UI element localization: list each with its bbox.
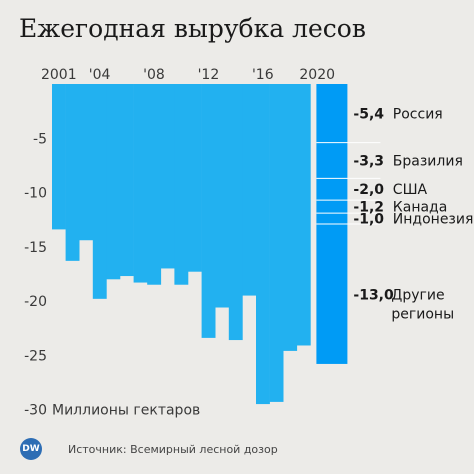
y-tick-label: -15 — [24, 240, 47, 256]
bar-2007 — [133, 84, 148, 283]
bar-2014 — [228, 84, 243, 341]
bar-2011 — [188, 84, 202, 272]
dw-logo: DW — [20, 438, 42, 460]
source-note: Источник: Всемирный лесной дозор — [68, 442, 278, 456]
segment-value-label: -13,0 — [353, 287, 394, 303]
bar-2012 — [201, 84, 216, 338]
bar-2005 — [106, 84, 121, 280]
bar-2009 — [160, 84, 175, 269]
bar-2016 — [256, 84, 270, 405]
segment-value-label: -2,0 — [353, 182, 384, 198]
x-tick-label: '12 — [198, 67, 220, 83]
x-tick-label: '08 — [143, 67, 165, 83]
segment-value-label: -1,0 — [353, 212, 384, 228]
bar-2019 — [296, 84, 311, 346]
bar-2017 — [269, 84, 284, 402]
segment-name-label: Россия — [393, 106, 443, 122]
segment-value-label: -1,2 — [353, 200, 384, 216]
segment-name-label: США — [393, 182, 428, 198]
bar-2013 — [215, 84, 230, 308]
segment-name-label: Другие — [391, 287, 444, 303]
x-tick-label: 2020 — [299, 67, 335, 83]
bar-2015 — [242, 84, 257, 296]
bar-2010 — [174, 84, 189, 285]
y-tick-label: -25 — [24, 348, 47, 364]
y-tick-label: -10 — [24, 186, 47, 202]
bar-2003 — [79, 84, 94, 241]
segment-name-label: Канада — [393, 200, 448, 216]
segment-name-label: Бразилия — [393, 153, 463, 169]
y-axis-label: Миллионы гектаров — [52, 403, 200, 419]
bar-2018 — [283, 84, 298, 351]
segment-value-label: -3,3 — [353, 153, 384, 169]
footer: DW Источник: Всемирный лесной дозор — [20, 438, 278, 460]
bar-2008 — [147, 84, 162, 285]
y-tick-label: -5 — [33, 131, 47, 147]
x-tick-label: '04 — [89, 67, 111, 83]
segment-value-label: -5,4 — [353, 106, 384, 122]
bar-2002 — [65, 84, 80, 261]
x-tick-label: 2001 — [41, 67, 77, 83]
y-tick-label: -30 — [24, 403, 47, 419]
bar-2004 — [92, 84, 107, 299]
segment-name-label: Индонезия — [393, 212, 474, 228]
segment-name-label: регионы — [391, 306, 454, 322]
bar-2006 — [120, 84, 134, 277]
chart-title: Ежегодная вырубка лесов — [19, 14, 366, 43]
bar-2001 — [52, 84, 66, 230]
x-tick-label: '16 — [252, 67, 274, 83]
y-tick-label: -20 — [24, 294, 47, 310]
